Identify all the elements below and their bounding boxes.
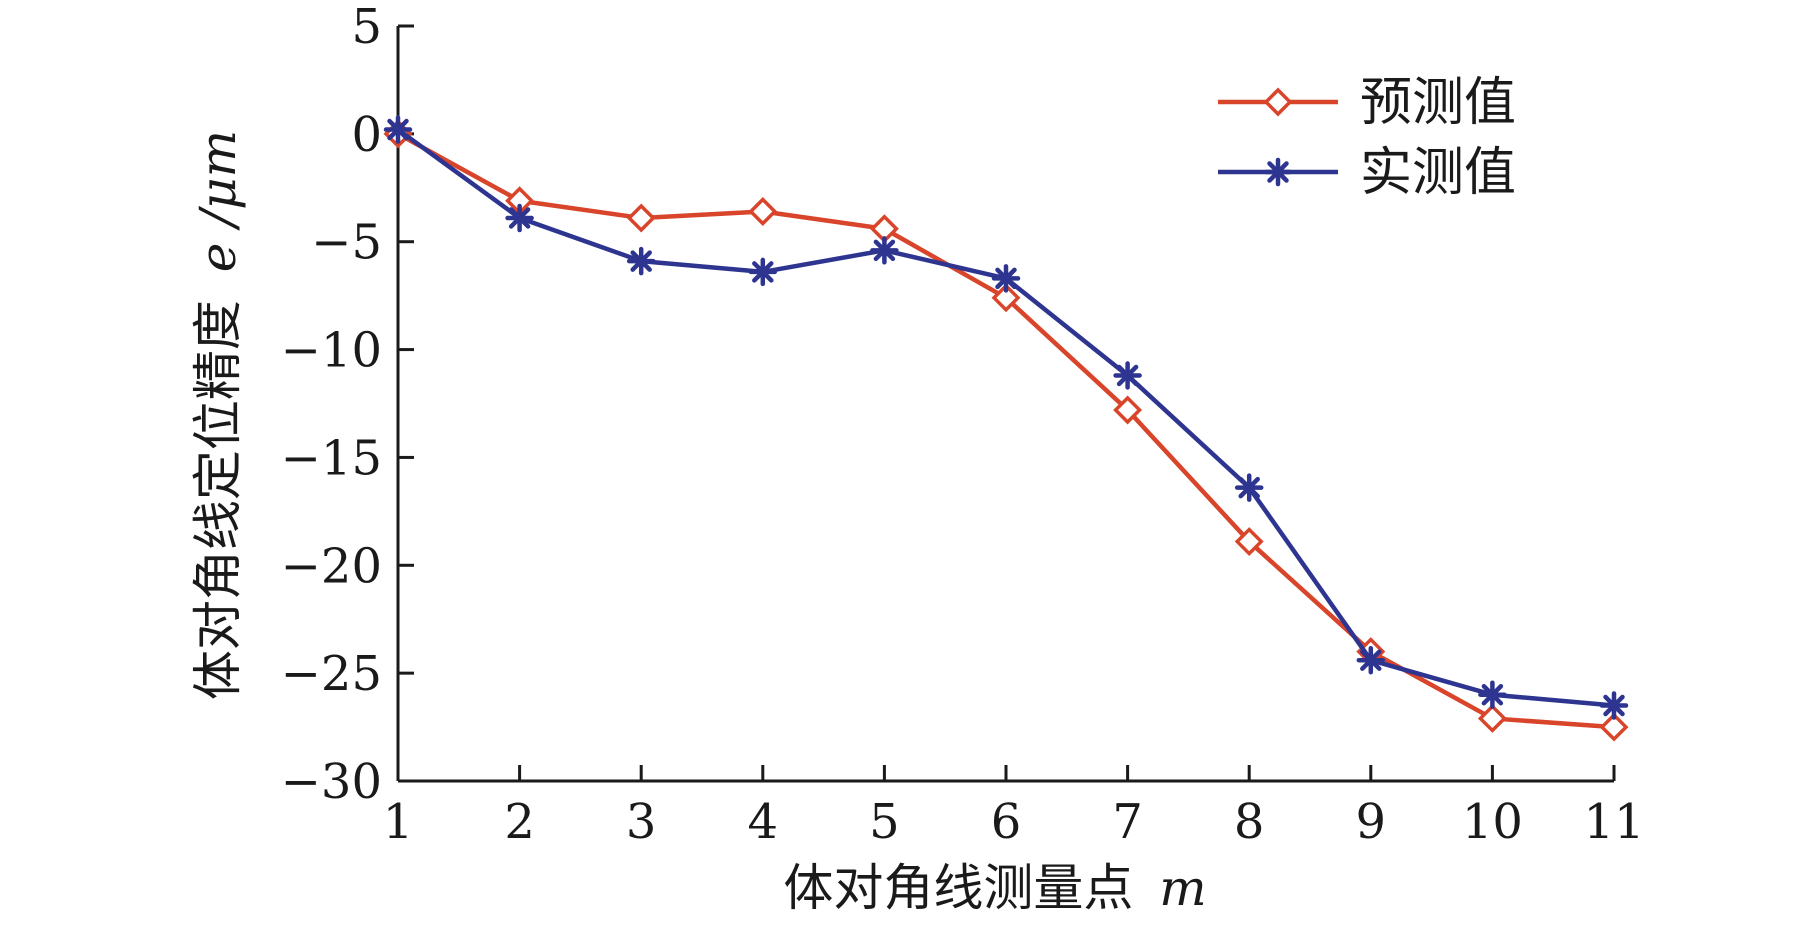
x-tick-label: 10 — [1462, 794, 1523, 850]
legend-label: 预测值 — [1360, 73, 1516, 133]
legend-marker — [1263, 157, 1293, 187]
data-point — [626, 203, 656, 233]
data-point — [1113, 361, 1142, 390]
x-tick-label: 4 — [748, 794, 779, 850]
x-tick-label: 1 — [383, 794, 414, 850]
y-tick-label: 0 — [351, 107, 382, 163]
axes-layer: 5 0 −5 −10 −15 −20 −25 −301 2 3 4 5 6 7 8 9 10 11 — [281, 0, 1645, 850]
data-point — [383, 115, 413, 144]
series-line — [396, 127, 1615, 708]
data-point — [1599, 712, 1629, 742]
x-tick-label: 5 — [869, 794, 900, 850]
data-point — [991, 283, 1021, 313]
x-tick-label: 9 — [1356, 794, 1387, 850]
x-tick-label: 7 — [1112, 794, 1143, 850]
legend-marker — [1263, 87, 1293, 117]
y-axis-label: 体对角线定位精度 e /μm — [189, 130, 247, 700]
data-point — [626, 246, 656, 276]
series-1 — [383, 119, 1629, 742]
y-tick-label: −30 — [281, 754, 382, 810]
data-point — [1356, 645, 1386, 675]
series-line — [396, 131, 1615, 730]
data-point — [1599, 691, 1629, 720]
x-tick-label: 2 — [504, 794, 535, 850]
legend-entry-2: 实测值 — [1218, 143, 1516, 203]
data-point — [1477, 703, 1507, 733]
x-tick-label: 11 — [1583, 794, 1644, 850]
x-axis-label-text: 体对角线测量点 — [783, 859, 1133, 917]
legend-label: 实测值 — [1360, 143, 1516, 203]
x-axis-label: 体对角线测量点 m — [783, 859, 1206, 917]
y-axis-label-var: e — [189, 243, 247, 273]
y-tick-label: −25 — [281, 646, 382, 702]
data-point — [991, 264, 1021, 293]
legend-entry-1: 预测值 — [1218, 73, 1516, 133]
series-layer — [383, 115, 1629, 742]
x-tick-label: 3 — [626, 794, 657, 850]
data-point — [505, 203, 534, 233]
x-tick-label: 6 — [991, 794, 1022, 850]
y-tick-label: −5 — [311, 215, 382, 271]
y-tick-label: −10 — [281, 323, 382, 379]
y-tick-label: 5 — [351, 0, 382, 55]
x-tick-label: 8 — [1234, 794, 1265, 850]
data-point — [1234, 473, 1264, 502]
series-2 — [383, 115, 1629, 720]
y-axis-label-text: 体对角线定位精度 — [189, 300, 247, 700]
y-tick-label: −20 — [281, 538, 382, 594]
x-axis-label-var: m — [1159, 859, 1206, 917]
data-point — [748, 197, 778, 226]
y-axis-label-unit: /μm — [189, 130, 247, 231]
y-tick-label: −15 — [281, 430, 382, 486]
data-point — [1234, 527, 1264, 557]
data-point — [1478, 680, 1507, 709]
data-point — [870, 236, 899, 265]
data-point — [1113, 395, 1143, 425]
data-point — [748, 257, 778, 287]
